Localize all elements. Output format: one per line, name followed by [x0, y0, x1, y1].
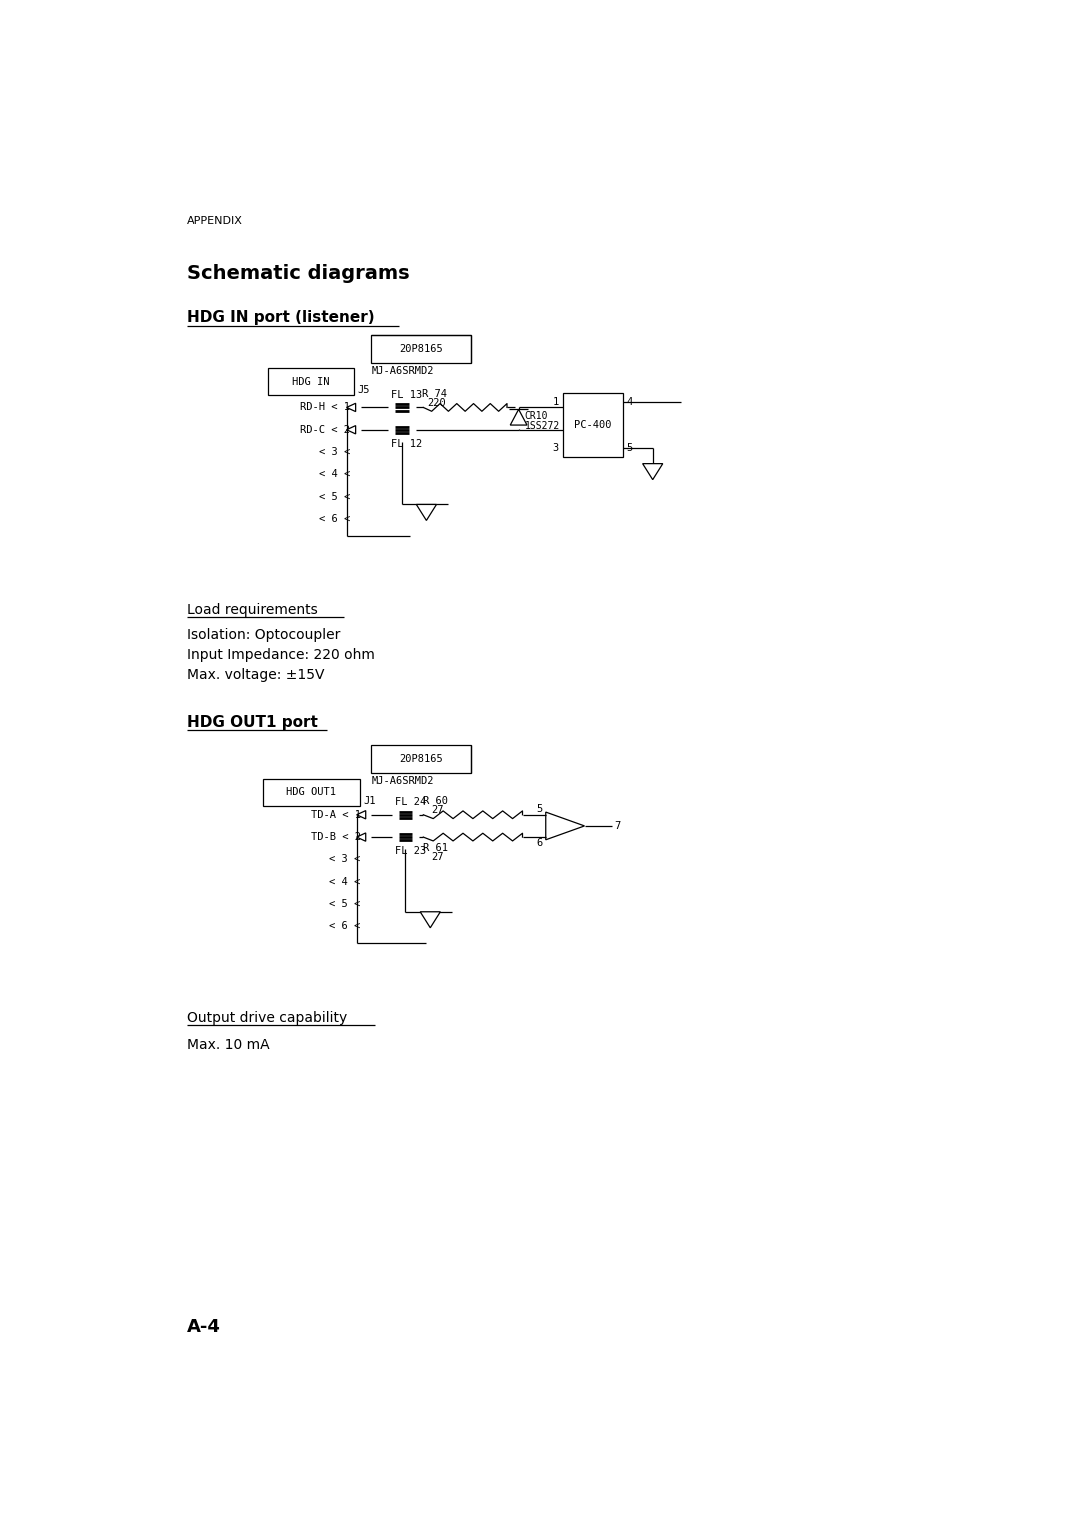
- Text: 5: 5: [537, 804, 542, 813]
- Polygon shape: [420, 912, 441, 927]
- Polygon shape: [347, 426, 355, 434]
- Text: < 5 <: < 5 <: [320, 492, 350, 501]
- Text: 1SS272: 1SS272: [525, 422, 561, 431]
- Text: R 60: R 60: [423, 796, 448, 805]
- Text: 4: 4: [626, 397, 633, 406]
- Text: 27: 27: [431, 853, 444, 862]
- Text: 220: 220: [428, 397, 446, 408]
- Text: PC-400: PC-400: [575, 420, 611, 431]
- Text: Max. 10 mA: Max. 10 mA: [187, 1038, 270, 1053]
- Text: CR10: CR10: [525, 411, 549, 420]
- Text: J5: J5: [357, 385, 370, 396]
- Text: < 3 <: < 3 <: [320, 448, 350, 457]
- Text: MJ-A6SRMD2: MJ-A6SRMD2: [372, 776, 434, 787]
- Text: RD-H < 1: RD-H < 1: [300, 402, 350, 413]
- Text: < 3 <: < 3 <: [329, 854, 361, 865]
- Text: R 74: R 74: [422, 388, 447, 399]
- Polygon shape: [416, 504, 436, 521]
- Text: FL 23: FL 23: [394, 847, 426, 856]
- Text: 5: 5: [626, 443, 633, 454]
- Text: FL 13: FL 13: [391, 390, 422, 400]
- Text: 20P8165: 20P8165: [400, 755, 443, 764]
- Text: MJ-A6SRMD2: MJ-A6SRMD2: [372, 365, 434, 376]
- Text: TD-B < 2: TD-B < 2: [311, 833, 361, 842]
- Text: 6: 6: [537, 839, 542, 848]
- Bar: [372, 335, 471, 362]
- Text: HDG OUT1: HDG OUT1: [286, 787, 336, 798]
- Text: HDG OUT1 port: HDG OUT1 port: [187, 715, 318, 730]
- Text: 3: 3: [553, 443, 559, 454]
- Text: J1: J1: [364, 796, 376, 805]
- Text: < 6 <: < 6 <: [320, 513, 350, 524]
- Polygon shape: [545, 811, 584, 840]
- Polygon shape: [356, 810, 366, 819]
- Text: Max. voltage: ±15V: Max. voltage: ±15V: [187, 668, 324, 681]
- Bar: [262, 779, 360, 805]
- Text: Schematic diagrams: Schematic diagrams: [187, 264, 409, 283]
- Text: HDG IN: HDG IN: [293, 376, 329, 387]
- Text: 1: 1: [553, 397, 559, 406]
- Text: < 5 <: < 5 <: [329, 898, 361, 909]
- Text: A-4: A-4: [187, 1317, 220, 1335]
- Text: Load requirements: Load requirements: [187, 604, 318, 617]
- Text: Isolation: Optocoupler: Isolation: Optocoupler: [187, 628, 340, 642]
- Text: < 4 <: < 4 <: [329, 877, 361, 886]
- Text: 20P8165: 20P8165: [400, 344, 443, 354]
- Text: R 61: R 61: [423, 843, 448, 853]
- Text: FL 24: FL 24: [394, 798, 426, 807]
- Bar: [268, 368, 353, 396]
- Bar: [563, 393, 623, 457]
- Polygon shape: [356, 833, 366, 842]
- Polygon shape: [643, 463, 663, 480]
- Text: < 4 <: < 4 <: [320, 469, 350, 480]
- Text: RD-C < 2: RD-C < 2: [300, 425, 350, 435]
- Text: 7: 7: [613, 821, 620, 831]
- Text: FL 12: FL 12: [391, 439, 422, 449]
- Text: Input Impedance: 220 ohm: Input Impedance: 220 ohm: [187, 648, 375, 662]
- Text: Output drive capability: Output drive capability: [187, 1012, 347, 1025]
- Bar: [372, 746, 471, 773]
- Polygon shape: [510, 410, 527, 425]
- Text: APPENDIX: APPENDIX: [187, 217, 243, 226]
- Polygon shape: [347, 403, 355, 411]
- Text: TD-A < 1: TD-A < 1: [311, 810, 361, 819]
- Text: 27: 27: [431, 805, 444, 814]
- Text: < 6 <: < 6 <: [329, 921, 361, 932]
- Text: HDG IN port (listener): HDG IN port (listener): [187, 310, 375, 325]
